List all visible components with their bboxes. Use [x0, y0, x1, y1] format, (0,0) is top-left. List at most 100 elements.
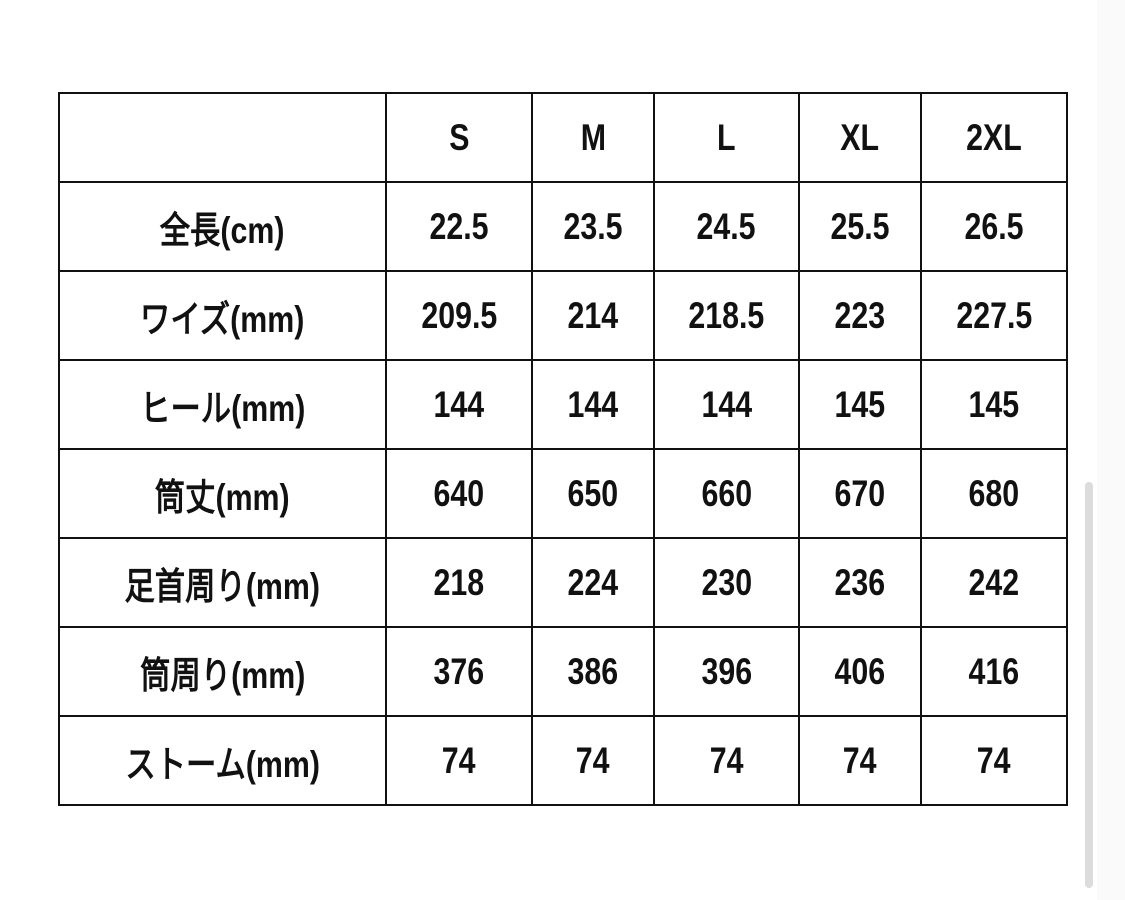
- cell-text: 660: [701, 472, 752, 514]
- row-label-cell: 足首周り(mm): [58, 537, 387, 628]
- cell-text: 144: [433, 383, 485, 425]
- value-cell: 650: [531, 448, 655, 539]
- cell-text: 全長(cm): [160, 209, 285, 251]
- cell-text: 145: [834, 383, 886, 425]
- value-cell: L: [653, 92, 800, 183]
- value-cell: 218: [385, 537, 533, 628]
- cell-text: 144: [567, 383, 619, 425]
- cell-text: 242: [968, 561, 1020, 603]
- cell-text: 406: [834, 650, 886, 692]
- value-cell: 74: [385, 715, 533, 806]
- cell-text: 224: [567, 561, 619, 603]
- row-label-cell: ストーム(mm): [58, 715, 387, 806]
- value-cell: 144: [653, 359, 800, 450]
- cell-text: 236: [834, 561, 886, 603]
- cell-text: XL: [840, 116, 880, 158]
- cell-text: 227.5: [956, 294, 1032, 336]
- cell-text: 218.5: [688, 294, 765, 336]
- value-cell: 26.5: [920, 181, 1068, 272]
- cell-text: 230: [701, 561, 752, 603]
- cell-text: M: [580, 116, 606, 158]
- page-margin: [1097, 0, 1125, 900]
- row-label-cell: 筒丈(mm): [58, 448, 387, 539]
- value-cell: 25.5: [798, 181, 922, 272]
- size-chart-table: S M L XL 2XL 全長(cm) 22.5 23.5 24.5 25.5 26.5 ワイズ(mm…: [58, 92, 1068, 806]
- value-cell: 74: [920, 715, 1068, 806]
- table-row: ストーム(mm) 74 74 74 74 74: [58, 715, 1068, 806]
- value-cell: M: [531, 92, 655, 183]
- value-cell: 214: [531, 270, 655, 361]
- row-label-cell: 全長(cm): [58, 181, 387, 272]
- cell-text: 386: [567, 650, 619, 692]
- cell-text: 376: [433, 650, 485, 692]
- value-cell: 74: [531, 715, 655, 806]
- value-cell: 144: [531, 359, 655, 450]
- cell-text: 145: [968, 383, 1020, 425]
- cell-text: 650: [567, 472, 619, 514]
- value-cell: 224: [531, 537, 655, 628]
- cell-text: 足首周り(mm): [124, 565, 321, 607]
- value-cell: 145: [920, 359, 1068, 450]
- table-row: ワイズ(mm) 209.5 214 218.5 223 227.5: [58, 270, 1068, 361]
- value-cell: 144: [385, 359, 533, 450]
- value-cell: 209.5: [385, 270, 533, 361]
- cell-text: 24.5: [696, 205, 757, 247]
- cell-text: 23.5: [563, 205, 623, 247]
- cell-text: 2XL: [966, 116, 1022, 158]
- value-cell: 236: [798, 537, 922, 628]
- value-cell: 406: [798, 626, 922, 717]
- value-cell: 22.5: [385, 181, 533, 272]
- cell-text: ワイズ(mm): [140, 298, 305, 340]
- cell-text: 74: [442, 739, 476, 781]
- value-cell: 74: [798, 715, 922, 806]
- value-cell: 242: [920, 537, 1068, 628]
- cell-text: 218: [433, 561, 485, 603]
- value-cell: 640: [385, 448, 533, 539]
- cell-text: 223: [834, 294, 886, 336]
- value-cell: 2XL: [920, 92, 1068, 183]
- table-row: 全長(cm) 22.5 23.5 24.5 25.5 26.5: [58, 181, 1068, 272]
- cell-text: 396: [701, 650, 752, 692]
- row-label-cell: [58, 92, 387, 183]
- cell-text: 680: [968, 472, 1020, 514]
- cell-text: 74: [977, 739, 1011, 781]
- cell-text: 144: [701, 383, 752, 425]
- value-cell: 376: [385, 626, 533, 717]
- table-row: 足首周り(mm) 218 224 230 236 242: [58, 537, 1068, 628]
- row-label-cell: 筒周り(mm): [58, 626, 387, 717]
- value-cell: 416: [920, 626, 1068, 717]
- row-label-cell: ヒール(mm): [58, 359, 387, 450]
- value-cell: 227.5: [920, 270, 1068, 361]
- value-cell: S: [385, 92, 533, 183]
- value-cell: 680: [920, 448, 1068, 539]
- cell-text: 640: [433, 472, 485, 514]
- cell-text: 209.5: [421, 294, 497, 336]
- value-cell: 23.5: [531, 181, 655, 272]
- value-cell: 24.5: [653, 181, 800, 272]
- table-row: 筒周り(mm) 376 386 396 406 416: [58, 626, 1068, 717]
- value-cell: 660: [653, 448, 800, 539]
- table-row: 筒丈(mm) 640 650 660 670 680: [58, 448, 1068, 539]
- value-cell: 223: [798, 270, 922, 361]
- cell-text: 214: [567, 294, 619, 336]
- table-row: ヒール(mm) 144 144 144 145 145: [58, 359, 1068, 450]
- cell-text: 筒丈(mm): [155, 476, 290, 518]
- cell-text: 74: [843, 739, 877, 781]
- cell-text: ストーム(mm): [125, 743, 320, 785]
- value-cell: 670: [798, 448, 922, 539]
- cell-text: 74: [709, 739, 744, 781]
- cell-text: 670: [834, 472, 886, 514]
- cell-text: 74: [576, 739, 610, 781]
- cell-text: L: [717, 116, 736, 158]
- cell-text: 26.5: [964, 205, 1024, 247]
- cell-text: 25.5: [830, 205, 890, 247]
- cell-text: ヒール(mm): [139, 387, 306, 429]
- cell-text: S: [448, 116, 470, 158]
- value-cell: XL: [798, 92, 922, 183]
- value-cell: 386: [531, 626, 655, 717]
- cell-text: 筒周り(mm): [139, 654, 306, 696]
- row-label-cell: ワイズ(mm): [58, 270, 387, 361]
- header-row: S M L XL 2XL: [58, 92, 1068, 183]
- vertical-scrollbar[interactable]: [1085, 482, 1093, 888]
- value-cell: 396: [653, 626, 800, 717]
